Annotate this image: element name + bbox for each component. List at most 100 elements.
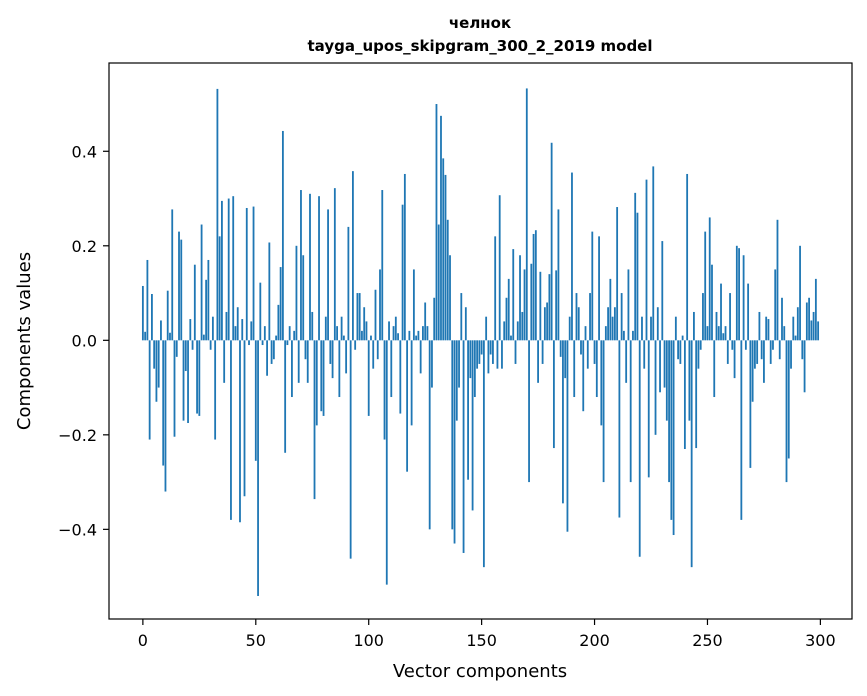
bar [632,330,634,341]
bar [720,283,722,341]
bar [794,335,797,341]
bar [790,340,792,369]
y-tick-label: 0.2 [72,237,97,256]
bar [223,340,226,383]
bar [372,340,375,369]
bar [774,269,777,341]
x-axis-label: Vector components [393,661,567,682]
bar [403,173,406,341]
bar [593,340,596,364]
bar [390,340,393,398]
bar [492,340,494,364]
bar [293,330,296,341]
bar [738,248,740,341]
bar [422,326,424,341]
bar [604,326,607,341]
x-tick-label: 200 [579,631,610,650]
bar [173,340,176,437]
bar [647,340,650,478]
bar [442,158,445,341]
bar [744,340,747,350]
bar [297,340,300,383]
bar [532,233,535,341]
bar [803,340,806,393]
bar [507,278,510,341]
x-tick-label: 150 [466,631,497,650]
bar [455,340,458,421]
bar [270,340,273,364]
bar [157,340,160,388]
bar [365,321,368,341]
bar [681,335,684,341]
bar [462,340,465,553]
bar [313,340,316,500]
bar [668,340,670,483]
bar [193,264,196,341]
bar [324,316,327,341]
bar [232,196,235,341]
bar [643,340,646,369]
bar [706,326,709,341]
bar [444,174,447,341]
bar [539,271,542,341]
bar [530,263,533,341]
bar [670,340,673,520]
y-tick-label: 0.0 [72,331,97,350]
bar [230,340,232,520]
bar [333,188,336,341]
y-tick-label: −0.2 [58,426,97,445]
bar [148,340,151,440]
bar [478,340,481,364]
bar [510,335,512,341]
bar [356,293,359,341]
bar [623,330,625,341]
bar [200,224,203,341]
x-tick-label: 0 [138,631,148,650]
bar [521,311,524,341]
bar [562,340,564,504]
bar [699,340,702,350]
bar [254,340,257,461]
bar [516,321,519,341]
bar [358,293,361,341]
bar [702,293,704,341]
bar [564,340,567,379]
bar [451,340,454,530]
bar [758,311,761,341]
bar [191,340,194,350]
bar [690,340,693,568]
bar [464,307,467,341]
bar [281,130,284,341]
bar [494,236,497,341]
bar [342,335,345,341]
bar [808,297,810,341]
bar [426,326,429,341]
plot-frame [108,62,853,620]
bar [496,340,499,369]
bar [277,304,280,341]
bar [300,190,302,341]
bar [196,340,198,414]
bar [525,88,528,341]
bar [428,340,431,530]
bar [787,340,790,459]
bar [485,316,488,341]
bar [352,171,354,341]
bar [638,340,641,557]
bar [568,316,571,341]
bar [765,316,768,341]
bar [566,340,569,532]
bar [749,340,752,468]
bar [164,340,167,492]
bar [374,289,377,341]
bar [406,340,409,472]
bar [302,255,305,341]
bar [548,274,551,341]
bar [354,340,357,350]
bar [419,340,422,374]
bar [295,245,298,341]
bar [756,340,759,364]
bar [394,316,397,341]
bar [349,340,352,559]
bar [713,340,716,398]
